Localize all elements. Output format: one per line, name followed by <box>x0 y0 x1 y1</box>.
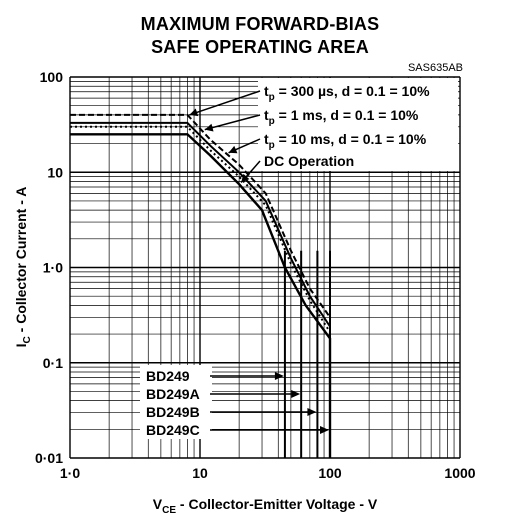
y-tick-label: 10 <box>47 164 63 180</box>
device-arrow-head <box>307 408 317 416</box>
legend-arrow <box>189 90 261 116</box>
device-label: BD249A <box>146 386 200 402</box>
series-curve <box>70 133 332 458</box>
chart-title-line2: SAFE OPERATING AREA <box>151 37 369 57</box>
series-curve <box>70 113 331 458</box>
y-tick-label: 100 <box>40 69 64 85</box>
x-tick-label: 100 <box>318 465 342 481</box>
legend-label: DC Operation <box>264 153 354 169</box>
y-axis-label: IC - Collector Current - A <box>13 187 33 348</box>
legend-label: tp = 10 ms, d = 0.1 = 10% <box>264 131 427 151</box>
device-label: BD249 <box>146 368 190 384</box>
device-arrow-head <box>320 426 329 434</box>
legend-arrow-head <box>204 123 214 132</box>
series-curve <box>70 121 331 458</box>
y-tick-label: 0·01 <box>35 450 63 466</box>
x-axis-label: VCE - Collector-Emitter Voltage - V <box>153 496 378 516</box>
device-arrow-head <box>274 372 284 380</box>
legend-arrow-head <box>189 108 199 117</box>
figure-code: SAS635AB <box>407 62 463 74</box>
device-label-background <box>140 365 212 439</box>
legend-arrow-head <box>228 145 238 154</box>
chart-title-line1: MAXIMUM FORWARD-BIAS <box>140 14 380 34</box>
y-tick-label: 0·1 <box>43 355 63 371</box>
legend-arrow <box>204 114 261 131</box>
x-tick-label: 1·0 <box>60 465 80 481</box>
device-label: BD249C <box>146 422 200 438</box>
legend-arrow-head <box>241 173 250 183</box>
legend-label: tp = 300 µs, d = 0.1 = 10% <box>264 83 430 103</box>
x-tick-label: 1000 <box>444 465 475 481</box>
legend-label: tp = 1 ms, d = 0.1 = 10% <box>264 107 419 127</box>
device-label: BD249B <box>146 404 200 420</box>
legend-background <box>258 78 458 171</box>
device-arrow-head <box>291 390 301 398</box>
y-tick-label: 1·0 <box>43 260 63 276</box>
x-tick-label: 10 <box>192 465 208 481</box>
